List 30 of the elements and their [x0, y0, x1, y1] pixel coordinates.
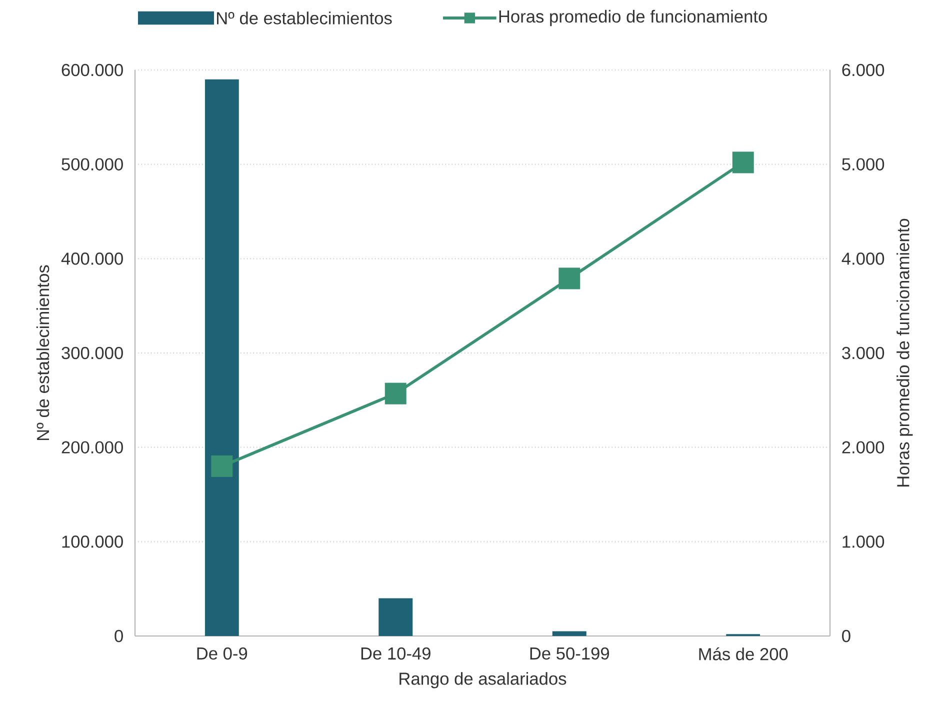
point: [558, 268, 580, 290]
y2-tick-label: 4.000: [842, 252, 884, 265]
y-tick-label: 0: [114, 630, 123, 642]
y-tick-label: 500.000: [62, 158, 123, 170]
y-tick-label: 600.000: [62, 64, 123, 76]
y2-tick-label: 2.000: [842, 441, 884, 454]
x-tick-label: De 10-49: [361, 647, 430, 660]
x-tick-label: De 50-199: [530, 647, 610, 660]
bar: [378, 598, 413, 636]
x-tick-label: De 0-9: [197, 647, 248, 660]
point: [384, 382, 406, 404]
x-tick-label: Más de 200: [699, 647, 788, 660]
point: [211, 455, 233, 477]
y2-tick-label: 6.000: [842, 64, 884, 76]
y-tick-label: 400.000: [61, 252, 123, 265]
y2-tick-label: 0: [842, 630, 850, 642]
y2-tick-label: 1.000: [842, 536, 884, 548]
y2-axis-title: Horas promedio de funcionamiento: [896, 218, 913, 486]
x-axis-title: Rango de asalariados: [400, 672, 566, 688]
y-tick-label: 200.000: [62, 441, 123, 454]
point: [732, 152, 754, 174]
y-tick-label: 300.000: [62, 346, 123, 360]
y-axis-title: Nº de establecimientos: [36, 265, 50, 440]
legend-label: Horas promedio de funcionamiento: [499, 10, 767, 26]
y-tick-label: 100.000: [62, 536, 123, 548]
bar: [552, 631, 586, 636]
y2-tick-label: 5.000: [842, 158, 884, 170]
bar: [204, 79, 239, 636]
y2-tick-label: 3.000: [842, 346, 884, 360]
legend-label: Nº de establecimientos: [217, 12, 392, 24]
